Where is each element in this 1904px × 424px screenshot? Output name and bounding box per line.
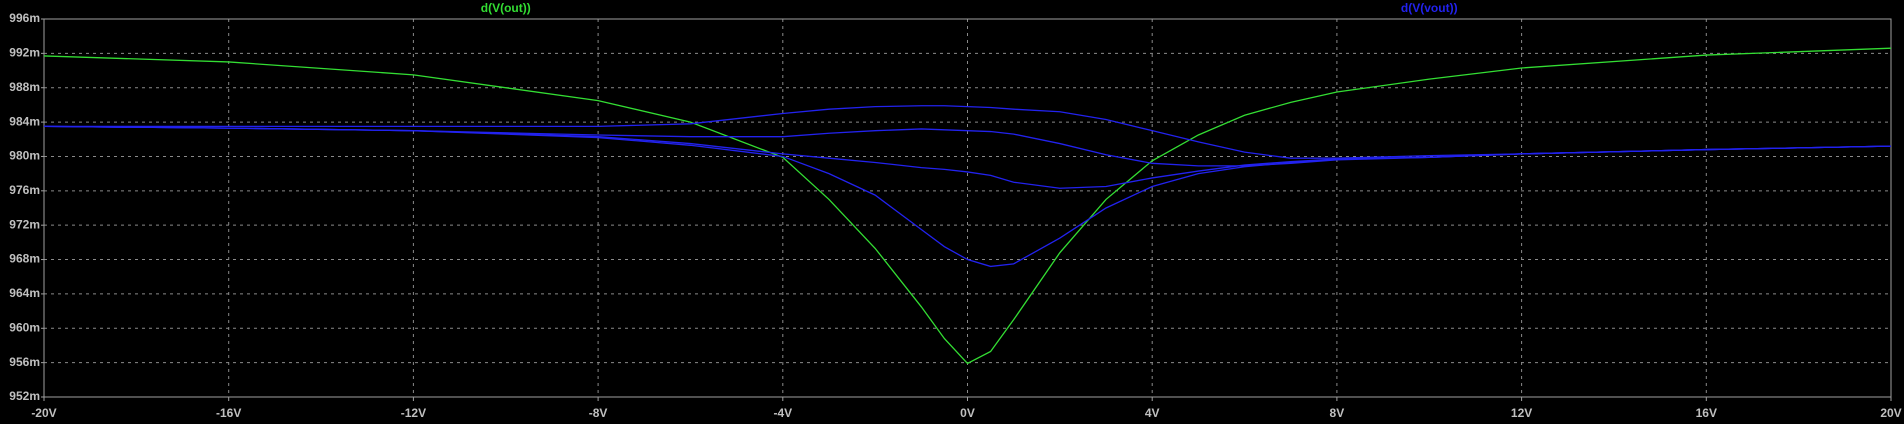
x-tick-label: 4V <box>1145 406 1160 420</box>
x-tick-label: -4V <box>773 406 792 420</box>
y-tick-label: 952m <box>9 389 40 403</box>
legend-label: d(V(vout)) <box>1401 1 1458 15</box>
y-tick-label: 988m <box>9 80 40 94</box>
y-tick-label: 964m <box>9 286 40 300</box>
y-tick-label: 956m <box>9 355 40 369</box>
x-tick-label: -8V <box>589 406 608 420</box>
y-tick-label: 992m <box>9 46 40 60</box>
x-tick-label: -12V <box>401 406 426 420</box>
series-line <box>43 47 1892 365</box>
x-tick-label: -16V <box>216 406 241 420</box>
x-tick-label: -20V <box>31 406 56 420</box>
y-tick-label: 980m <box>9 149 40 163</box>
y-tick-label: 984m <box>9 114 40 128</box>
x-tick-label: 12V <box>1511 406 1532 420</box>
legend-label: d(V(out)) <box>481 1 531 15</box>
y-tick-label: 972m <box>9 217 40 231</box>
y-tick-label: 976m <box>9 183 40 197</box>
y-tick-label: 996m <box>9 11 40 25</box>
series-line <box>44 105 1892 159</box>
x-tick-label: 0V <box>960 406 975 420</box>
x-tick-label: 20V <box>1880 406 1901 420</box>
y-tick-label: 968m <box>9 252 40 266</box>
x-tick-label: 8V <box>1330 406 1345 420</box>
series-line <box>43 125 1892 268</box>
plot-frame <box>43 18 1892 398</box>
x-tick-label: 16V <box>1696 406 1717 420</box>
series-line <box>43 125 1892 167</box>
y-tick-label: 960m <box>9 320 40 334</box>
